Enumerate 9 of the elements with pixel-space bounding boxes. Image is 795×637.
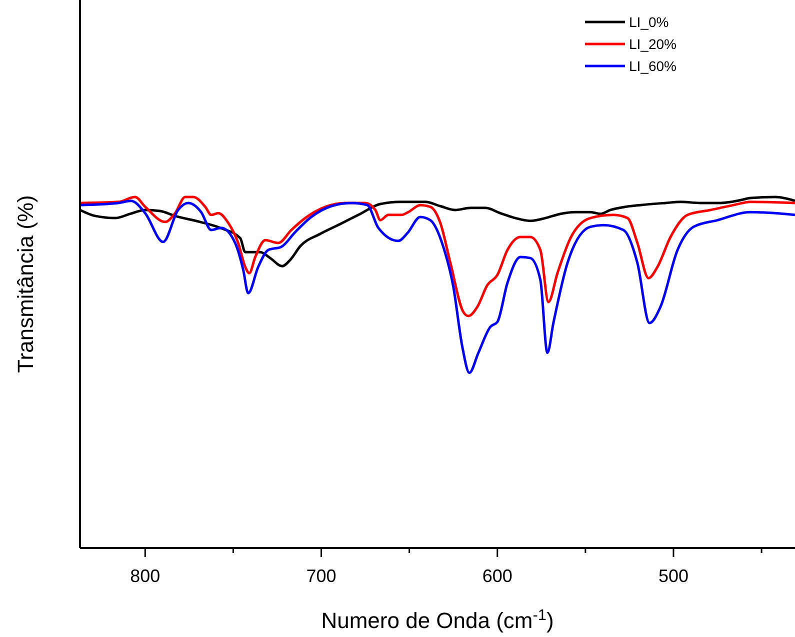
x-tick-label: 600 bbox=[482, 566, 512, 586]
y-axis-title: Transmitância (%) bbox=[13, 195, 38, 373]
x-tick-label: 500 bbox=[658, 566, 689, 586]
legend-label: LI_60% bbox=[629, 58, 676, 74]
x-tick-label: 800 bbox=[130, 566, 160, 586]
legend-label: LI_0% bbox=[629, 14, 669, 30]
legend-label: LI_20% bbox=[629, 36, 676, 52]
x-axis-title: Numero de Onda (cm$^{-1}$) bbox=[321, 606, 554, 633]
x-tick-label: 700 bbox=[306, 566, 336, 586]
